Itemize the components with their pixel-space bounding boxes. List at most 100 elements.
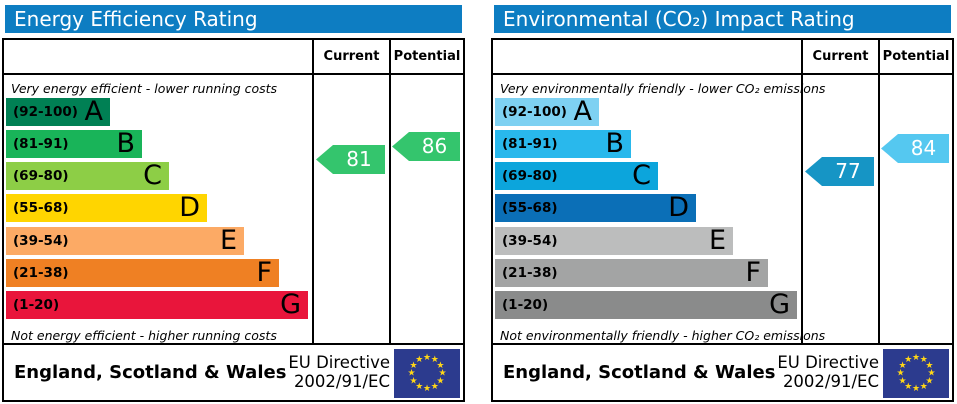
band-row-b: (81-91) B (495, 130, 631, 158)
top-note: Very environmentally friendly - lower CO… (500, 81, 826, 96)
band-range: (21-38) (502, 265, 558, 281)
band-range: (55-68) (13, 200, 69, 216)
band-row-c: (69-80) C (495, 162, 658, 190)
band-row-g: (1-20) G (495, 291, 797, 319)
svg-text:★: ★ (407, 369, 415, 379)
band-letter: C (143, 160, 162, 191)
footer-region: England, Scotland & Wales (14, 362, 287, 383)
band-row-f: (21-38) F (6, 259, 279, 287)
band-letter: C (632, 160, 651, 191)
panel-energy-efficiency-rating: Energy Efficiency Rating Current Potenti… (2, 5, 465, 402)
eu-flag-icon: ★ ★★ ★★★ ★★★ ★★★ (883, 349, 949, 398)
rating-table: Current Potential Very environmentally f… (491, 38, 954, 345)
band-range: (92-100) (13, 104, 78, 120)
svg-text:★: ★ (912, 353, 920, 363)
band-letter: E (708, 225, 726, 256)
band-range: (21-38) (13, 265, 69, 281)
band-range: (1-20) (13, 297, 60, 313)
band-row-c: (69-80) C (6, 162, 169, 190)
band-letter: A (573, 96, 592, 127)
column-header-potential: Potential (882, 49, 950, 64)
svg-text:★: ★ (410, 376, 418, 386)
column-divider (801, 40, 803, 343)
band-letter: B (605, 128, 624, 159)
footer: England, Scotland & Wales EU Directive 2… (491, 345, 954, 402)
svg-text:★: ★ (423, 353, 431, 363)
column-header-current: Current (323, 49, 380, 64)
svg-text:★: ★ (436, 361, 444, 371)
band-range: (1-20) (502, 297, 549, 313)
bottom-note: Not environmentally friendly - higher CO… (500, 328, 826, 343)
band-letter: B (116, 128, 135, 159)
potential-rating-arrow: 86 (392, 132, 460, 161)
eu-directive-line1: EU Directive (777, 353, 879, 372)
svg-text:★: ★ (415, 355, 423, 365)
eu-directive-line2: 2002/91/EC (782, 372, 879, 391)
band-row-a: (92-100) A (6, 98, 110, 126)
band-letter: D (668, 192, 689, 223)
svg-text:★: ★ (927, 369, 935, 379)
svg-text:★: ★ (904, 382, 912, 392)
band-letter: F (745, 257, 761, 288)
svg-text:★: ★ (410, 361, 418, 371)
eu-directive-line1: EU Directive (288, 353, 390, 372)
band-range: (69-80) (13, 168, 69, 184)
svg-text:★: ★ (899, 376, 907, 386)
band-row-b: (81-91) B (6, 130, 142, 158)
band-letter: D (179, 192, 200, 223)
svg-text:★: ★ (896, 369, 904, 379)
band-range: (81-91) (13, 136, 69, 152)
column-header-current: Current (812, 49, 869, 64)
rating-table: Current Potential Very energy efficient … (2, 38, 465, 345)
svg-text:★: ★ (431, 382, 439, 392)
svg-text:★: ★ (912, 384, 920, 394)
column-header-potential: Potential (393, 49, 461, 64)
svg-text:★: ★ (415, 382, 423, 392)
svg-text:★: ★ (920, 355, 928, 365)
band-letter: E (219, 225, 237, 256)
svg-text:★: ★ (925, 376, 933, 386)
footer: England, Scotland & Wales EU Directive 2… (2, 345, 465, 402)
svg-text:★: ★ (899, 361, 907, 371)
svg-text:★: ★ (920, 382, 928, 392)
svg-text:★: ★ (925, 361, 933, 371)
band-row-e: (39-54) E (495, 227, 733, 255)
band-row-f: (21-38) F (495, 259, 768, 287)
band-letter: F (256, 257, 272, 288)
band-row-d: (55-68) D (495, 194, 696, 222)
svg-text:★: ★ (904, 355, 912, 365)
band-range: (39-54) (13, 233, 69, 249)
eu-flag-icon: ★ ★★ ★★★ ★★★ ★★★ (394, 349, 460, 398)
band-row-e: (39-54) E (6, 227, 244, 255)
current-rating-arrow: 77 (805, 157, 874, 186)
bottom-note: Not energy efficient - higher running co… (11, 328, 277, 343)
svg-text:★: ★ (436, 376, 444, 386)
band-row-d: (55-68) D (6, 194, 207, 222)
band-range: (92-100) (502, 104, 567, 120)
potential-rating-arrow: 84 (881, 134, 949, 163)
band-range: (81-91) (502, 136, 558, 152)
band-letter: G (769, 289, 790, 320)
column-divider (878, 40, 880, 343)
band-row-g: (1-20) G (6, 291, 308, 319)
header-row-divider (493, 73, 952, 75)
header-row-divider (4, 73, 463, 75)
band-range: (55-68) (502, 200, 558, 216)
band-range: (39-54) (502, 233, 558, 249)
current-rating-arrow: 81 (316, 145, 385, 174)
eu-directive-text: EU Directive 2002/91/EC (288, 353, 390, 391)
column-divider (389, 40, 391, 343)
svg-text:★: ★ (423, 384, 431, 394)
footer-region: England, Scotland & Wales (503, 362, 776, 383)
svg-text:★: ★ (438, 369, 446, 379)
band-letter: A (84, 96, 103, 127)
band-range: (69-80) (502, 168, 558, 184)
eu-directive-line2: 2002/91/EC (293, 372, 390, 391)
panel-environmental-impact-rating: Environmental (CO₂) Impact Rating Curren… (491, 5, 954, 402)
svg-text:★: ★ (431, 355, 439, 365)
top-note: Very energy efficient - lower running co… (11, 81, 278, 96)
band-letter: G (280, 289, 301, 320)
column-divider (312, 40, 314, 343)
band-row-a: (92-100) A (495, 98, 599, 126)
panel-title: Energy Efficiency Rating (5, 5, 462, 33)
